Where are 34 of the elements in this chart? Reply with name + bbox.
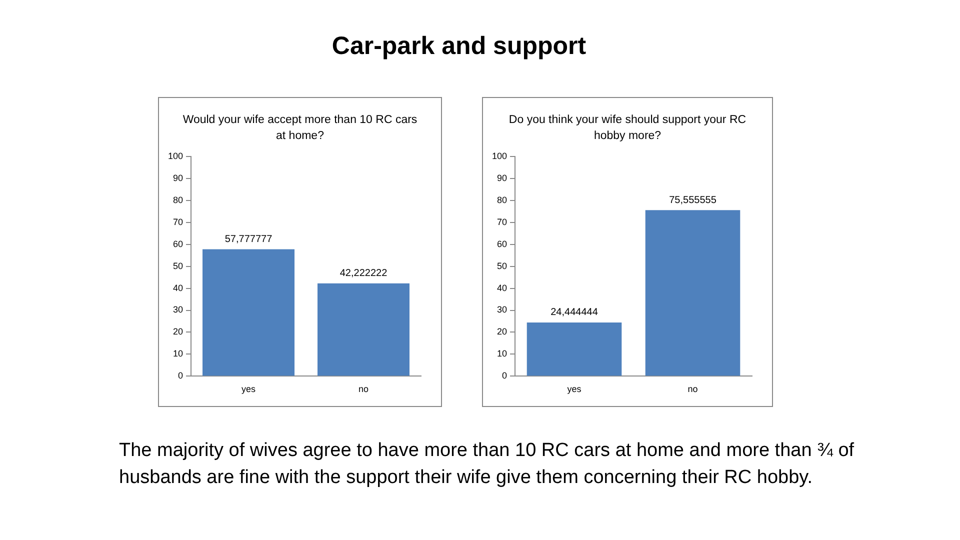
- y-tick-label: 30: [497, 304, 508, 315]
- y-tick-label: 100: [168, 150, 184, 161]
- y-tick-label: 20: [173, 326, 184, 337]
- y-tick-label: 80: [173, 194, 184, 205]
- y-tick-label: 50: [497, 260, 508, 271]
- y-tick-label: 90: [497, 172, 508, 183]
- y-tick-label: 10: [497, 348, 508, 359]
- y-tick-label: 70: [497, 216, 508, 227]
- text: The majority of wives agree to have more than 10 RC cars at home and more than ¾ of husbands are fine with the support their wife give them concerning their RC hobby.: [119, 439, 856, 490]
- y-tick-label: 100: [492, 150, 508, 161]
- x-tick-label: yes: [242, 384, 256, 394]
- data-label: 42,222222: [340, 268, 388, 280]
- y-tick-label: 10: [173, 348, 184, 359]
- y-tick-label: 40: [497, 282, 508, 293]
- text: Car-park and support: [330, 32, 588, 61]
- data-label: 57,777777: [224, 234, 273, 245]
- y-tick-label: 0: [178, 370, 184, 381]
- y-tick-label: 20: [497, 326, 508, 337]
- y-tick-label: 70: [173, 216, 184, 227]
- y-tick-label: 30: [173, 304, 184, 315]
- y-tick-label: 40: [173, 282, 184, 293]
- y-tick-label: 60: [497, 238, 508, 249]
- y-tick-label: 0: [502, 370, 508, 381]
- x-tick-label: no: [358, 384, 369, 394]
- y-tick-label: 90: [173, 172, 184, 183]
- y-tick-label: 50: [173, 260, 184, 271]
- x-tick-label: yes: [567, 384, 582, 394]
- x-tick-label: no: [688, 384, 698, 394]
- data-label: 24,444444: [550, 307, 598, 318]
- data-label: 75,555555: [669, 194, 717, 206]
- y-tick-label: 60: [173, 238, 184, 249]
- y-tick-label: 80: [497, 194, 508, 205]
- chart-title: Would your wife accept more than 10 RC cars at home?: [182, 113, 418, 144]
- chart-title: Do you think your wife should support your RC hobby more?: [508, 113, 748, 144]
